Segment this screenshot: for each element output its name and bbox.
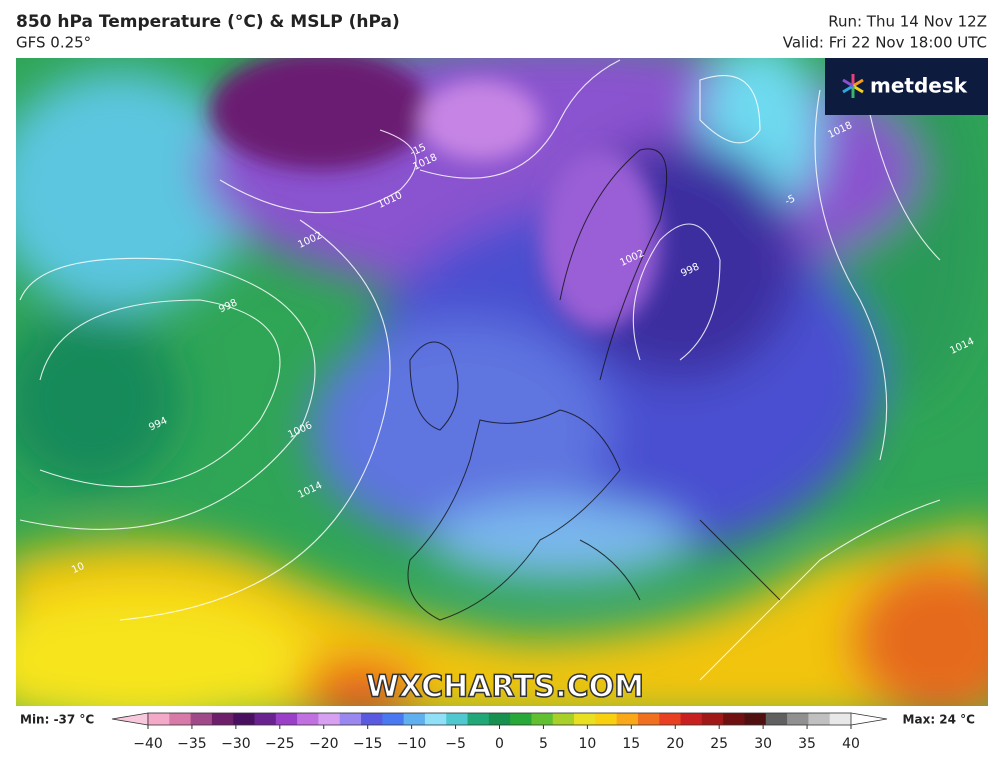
colorbar-swatch — [744, 713, 767, 725]
colorbar-tick-label: 40 — [842, 736, 860, 752]
colorbar-swatch — [148, 713, 170, 725]
run-time: Run: Thu 14 Nov 12Z — [828, 13, 987, 31]
colorbar-tick-label: 35 — [798, 736, 816, 752]
colorbar-swatch — [488, 713, 511, 725]
colorbar-swatch — [275, 713, 298, 725]
colorbar-arrow-left — [111, 712, 149, 726]
legend-max: Max: 24 °C — [903, 713, 976, 727]
valid-time: Valid: Fri 22 Nov 18:00 UTC — [783, 34, 987, 52]
colorbar-swatch — [552, 713, 575, 725]
colorbar-swatch — [254, 713, 277, 725]
colorbar-swatch — [701, 713, 724, 725]
model-name: GFS 0.25° — [16, 34, 91, 52]
colorbar-tick-label: −30 — [221, 736, 251, 752]
colorbar-swatch — [190, 713, 213, 725]
colorbar-swatch — [446, 713, 469, 725]
colorbar-swatch — [595, 713, 618, 725]
colorbar-swatch — [339, 713, 362, 725]
colorbar-tick-label: −40 — [133, 736, 163, 752]
colorbar-swatch — [637, 713, 660, 725]
colorbar-swatch — [211, 713, 234, 725]
map-title: 850 hPa Temperature (°C) & MSLP (hPa) — [16, 12, 400, 32]
colorbar-swatch — [723, 713, 745, 725]
colorbar-tick-label: −5 — [445, 736, 466, 752]
colorbar-tick-label: −15 — [353, 736, 383, 752]
contour-label: 10 — [70, 561, 86, 576]
map — [16, 58, 988, 706]
colorbar-swatch — [531, 713, 554, 725]
legend-min: Min: -37 °C — [20, 713, 94, 727]
colorbar: −40 −35 −30 −25 −20 −15 −10 −5 0 5 10 15 20 25 30 35 40 — [111, 712, 888, 752]
contour-label: -5 — [783, 193, 797, 207]
colorbar-swatch — [169, 713, 192, 725]
colorbar-tick-label: −35 — [177, 736, 207, 752]
colorbar-tick-label: 25 — [710, 736, 728, 752]
colorbar-swatch — [574, 713, 596, 725]
watermark: WXCHARTS.COM — [366, 670, 644, 705]
colorbar-swatch — [510, 713, 532, 725]
colorbar-swatch — [361, 713, 383, 725]
colorbar-swatch — [403, 713, 426, 725]
colorbar-swatch — [616, 713, 639, 725]
colorbar-swatch — [659, 713, 682, 725]
colorbar-tick-label: 20 — [666, 736, 684, 752]
colorbar-swatch — [680, 713, 703, 725]
colorbar-swatch — [808, 713, 831, 725]
logo-text: metdesk — [870, 74, 968, 98]
colorbar-swatch — [765, 713, 788, 725]
colorbar-tick-label: 15 — [622, 736, 640, 752]
colorbar-swatch — [318, 713, 341, 725]
logo: metdesk — [825, 58, 988, 115]
colorbar-arrow-right — [850, 712, 888, 726]
colorbar-tick-label: 30 — [754, 736, 772, 752]
colorbar-swatch — [297, 713, 319, 725]
colorbar-tick-label: 5 — [539, 736, 548, 752]
colorbar-tick-label: −25 — [265, 736, 295, 752]
colorbar-tick-label: −10 — [397, 736, 427, 752]
colorbar-swatch — [829, 713, 852, 725]
colorbar-tick-label: 0 — [495, 736, 504, 752]
colorbar-tick-label: −20 — [309, 736, 339, 752]
colorbar-swatch — [787, 713, 809, 725]
colorbar-swatch — [382, 713, 405, 725]
colorbar-swatch — [467, 713, 490, 725]
colorbar-swatch — [424, 713, 447, 725]
colorbar-swatch — [233, 713, 256, 725]
colorbar-tick-label: 10 — [578, 736, 596, 752]
